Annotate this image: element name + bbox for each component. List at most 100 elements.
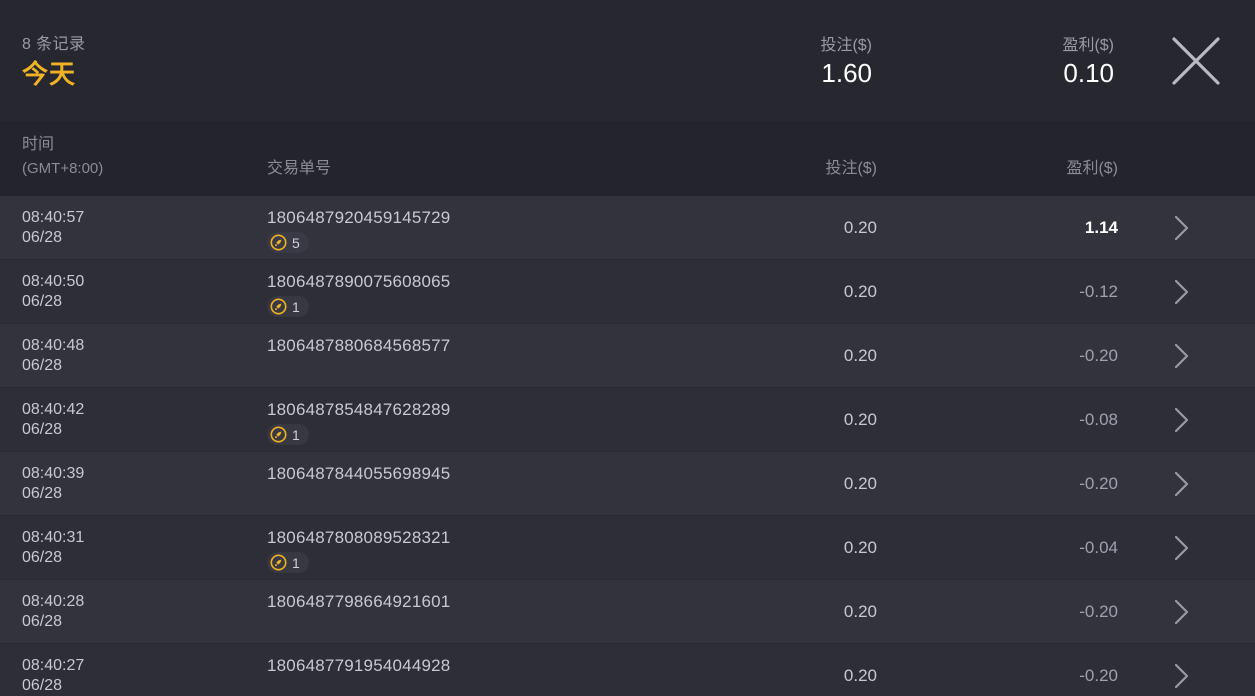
multiplier-badge: 5 — [267, 232, 309, 253]
column-header-timezone: (GMT+8:00) — [22, 160, 104, 177]
rocket-token-icon — [270, 298, 287, 315]
cell-profit: -0.20 — [1079, 346, 1118, 365]
table-row[interactable]: 08:40:42 06/28 1806487854847628289 1 0.20 -0.… — [0, 388, 1255, 452]
cell-order: 1806487854847628289 1 — [267, 398, 450, 450]
row-expand-button[interactable] — [1167, 596, 1197, 628]
summary-bet-label: 投注($) — [820, 37, 872, 54]
table-row[interactable]: 08:40:27 06/28 1806487791954044928 0.20 -0.2… — [0, 644, 1255, 696]
cell-order: 1806487808089528321 1 — [267, 526, 450, 578]
cell-bet: 0.20 — [843, 602, 877, 621]
multiplier-badge: 1 — [267, 296, 309, 317]
cell-order: 1806487920459145729 5 — [267, 206, 450, 258]
cell-time: 08:40:50 06/28 — [22, 272, 84, 312]
chevron-right-icon — [1171, 213, 1193, 243]
row-order-id: 1806487808089528321 — [267, 528, 451, 547]
row-expand-button[interactable] — [1167, 340, 1197, 372]
transaction-list: 08:40:57 06/28 1806487920459145729 5 0.20 1.1… — [0, 196, 1255, 696]
chevron-right-icon — [1171, 469, 1193, 499]
cell-profit: -0.08 — [1079, 410, 1118, 429]
table-column-header: 时间 (GMT+8:00) 交易单号 投注($) 盈利($) — [0, 121, 1255, 196]
cell-bet: 0.20 — [843, 282, 877, 301]
multiplier-badge: 1 — [267, 552, 309, 573]
row-expand-button[interactable] — [1167, 212, 1197, 244]
column-header-order: 交易单号 — [267, 160, 332, 177]
row-date: 06/28 — [22, 229, 63, 246]
summary-profit-value: 0.10 — [1063, 58, 1114, 88]
column-header-bet: 投注($) — [825, 160, 877, 177]
cell-order: 1806487791954044928 — [267, 654, 450, 678]
column-header-time: 时间 (GMT+8:00) — [22, 133, 103, 181]
cell-time: 08:40:48 06/28 — [22, 336, 84, 376]
summary-profit-label: 盈利($) — [1062, 37, 1114, 54]
row-time: 08:40:31 — [22, 529, 85, 546]
column-header-time-label: 时间 — [22, 136, 55, 153]
row-order-id: 1806487854847628289 — [267, 400, 451, 419]
row-order-id: 1806487798664921601 — [267, 592, 451, 611]
cell-time: 08:40:31 06/28 — [22, 528, 84, 568]
row-date: 06/28 — [22, 357, 63, 374]
multiplier-badge-value: 1 — [292, 426, 300, 443]
table-row[interactable]: 08:40:50 06/28 1806487890075608065 1 0.20 -0.… — [0, 260, 1255, 324]
row-time: 08:40:50 — [22, 273, 85, 290]
row-date: 06/28 — [22, 549, 63, 566]
cell-profit: -0.20 — [1079, 602, 1118, 621]
multiplier-badge-value: 1 — [292, 298, 300, 315]
row-expand-button[interactable] — [1167, 276, 1197, 308]
cell-time: 08:40:28 06/28 — [22, 592, 84, 632]
row-time: 08:40:57 — [22, 209, 85, 226]
cell-time: 08:40:39 06/28 — [22, 464, 84, 504]
cell-bet: 0.20 — [843, 538, 877, 557]
row-date: 06/28 — [22, 613, 63, 630]
table-row[interactable]: 08:40:57 06/28 1806487920459145729 5 0.20 1.1… — [0, 196, 1255, 260]
multiplier-badge-value: 1 — [292, 554, 300, 571]
row-time: 08:40:27 — [22, 657, 85, 674]
column-header-profit: 盈利($) — [1066, 160, 1118, 177]
row-expand-button[interactable] — [1167, 468, 1197, 500]
row-time: 08:40:48 — [22, 337, 85, 354]
row-date: 06/28 — [22, 421, 63, 438]
table-row[interactable]: 08:40:48 06/28 1806487880684568577 0.20 -0.2… — [0, 324, 1255, 388]
cell-bet: 0.20 — [843, 218, 877, 237]
close-icon — [1169, 34, 1223, 88]
chevron-right-icon — [1171, 341, 1193, 371]
row-time: 08:40:28 — [22, 593, 85, 610]
row-date: 06/28 — [22, 293, 63, 310]
record-count-label: 8 条记录 — [22, 36, 86, 53]
multiplier-badge: 1 — [267, 424, 309, 445]
chevron-right-icon — [1171, 405, 1193, 435]
row-order-id: 1806487920459145729 — [267, 208, 451, 227]
row-order-id: 1806487791954044928 — [267, 656, 451, 675]
table-row[interactable]: 08:40:28 06/28 1806487798664921601 0.20 -0.2… — [0, 580, 1255, 644]
row-order-id: 1806487844055698945 — [267, 464, 451, 483]
summary-left: 8 条记录 今天 — [0, 0, 85, 91]
row-date: 06/28 — [22, 485, 63, 502]
row-order-id: 1806487880684568577 — [267, 336, 451, 355]
summary-bet-value: 1.60 — [821, 58, 872, 88]
row-date: 06/28 — [22, 677, 63, 694]
chevron-right-icon — [1171, 597, 1193, 627]
row-time: 08:40:39 — [22, 465, 85, 482]
cell-time: 08:40:57 06/28 — [22, 208, 84, 248]
table-row[interactable]: 08:40:31 06/28 1806487808089528321 1 0.20 -0.… — [0, 516, 1255, 580]
cell-bet: 0.20 — [843, 346, 877, 365]
table-row[interactable]: 08:40:39 06/28 1806487844055698945 0.20 -0.2… — [0, 452, 1255, 516]
row-expand-button[interactable] — [1167, 404, 1197, 436]
rocket-token-icon — [270, 554, 287, 571]
cell-profit: -0.20 — [1079, 474, 1118, 493]
period-title: 今天 — [22, 59, 77, 89]
cell-order: 1806487880684568577 — [267, 334, 450, 358]
row-time: 08:40:42 — [22, 401, 85, 418]
rocket-token-icon — [270, 234, 287, 251]
multiplier-badge-value: 5 — [292, 234, 300, 251]
close-button[interactable] — [1167, 32, 1225, 90]
cell-time: 08:40:42 06/28 — [22, 400, 84, 440]
cell-bet: 0.20 — [843, 474, 877, 493]
row-expand-button[interactable] — [1167, 660, 1197, 692]
cell-profit: -0.20 — [1079, 666, 1118, 685]
cell-profit: 1.14 — [1084, 218, 1118, 237]
cell-order: 1806487798664921601 — [267, 590, 450, 614]
row-expand-button[interactable] — [1167, 532, 1197, 564]
chevron-right-icon — [1171, 277, 1193, 307]
cell-bet: 0.20 — [843, 666, 877, 685]
